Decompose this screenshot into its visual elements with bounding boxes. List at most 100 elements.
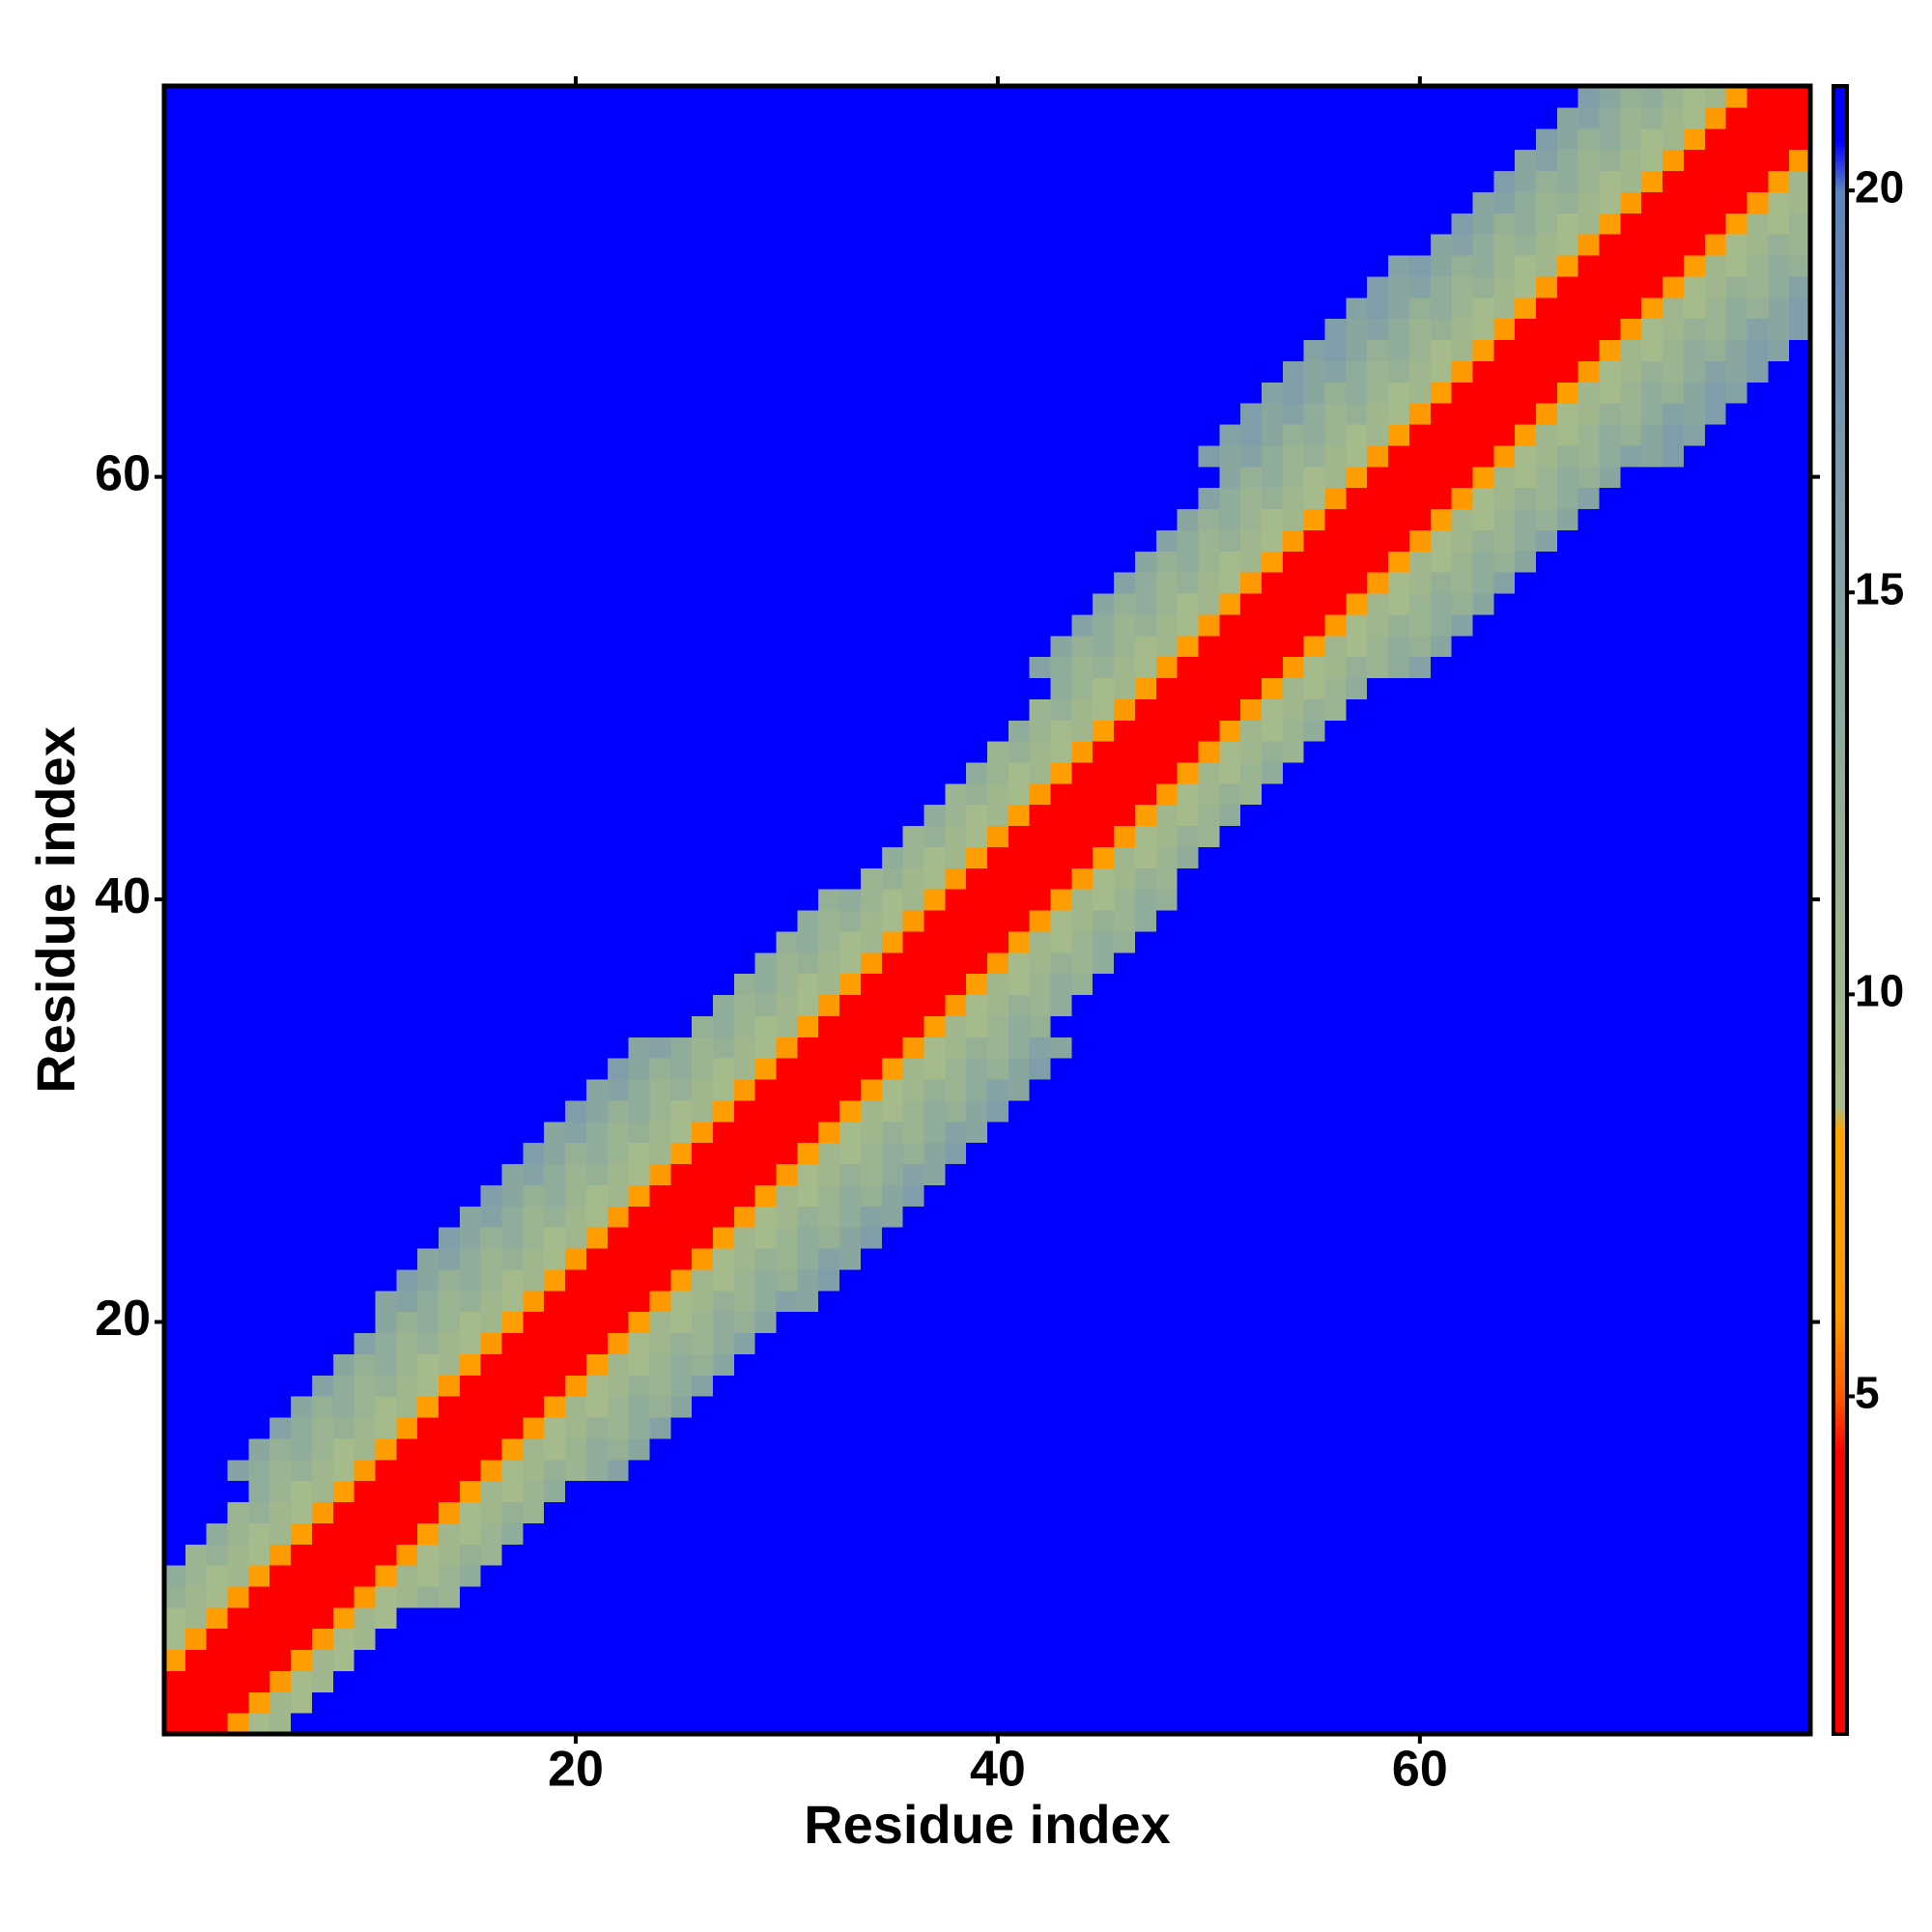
heatmap-cell (1219, 1522, 1241, 1545)
heatmap-cell (923, 656, 946, 679)
heatmap-cell (649, 698, 671, 721)
heatmap-cell (1114, 1268, 1136, 1292)
heatmap-cell (670, 1501, 693, 1523)
heatmap-cell (1134, 741, 1157, 763)
heatmap-cell (1536, 592, 1558, 615)
heatmap-cell (1408, 382, 1432, 404)
heatmap-cell (923, 1375, 946, 1397)
heatmap-cell (1641, 382, 1663, 404)
heatmap-cell (1262, 529, 1284, 552)
heatmap-cell (164, 846, 186, 868)
heatmap-cell (565, 508, 587, 530)
heatmap-cell (945, 741, 967, 763)
heatmap-cell (776, 1037, 798, 1059)
heatmap-cell (206, 1501, 229, 1523)
heatmap-cell (1346, 1099, 1368, 1122)
heatmap-cell (1515, 1353, 1537, 1376)
heatmap-cell (270, 508, 292, 530)
heatmap-cell (1789, 1290, 1811, 1313)
heatmap-cell (966, 1268, 988, 1292)
heatmap-cell (1388, 1206, 1410, 1228)
heatmap-cell (945, 698, 967, 721)
heatmap-cell (1346, 698, 1368, 721)
heatmap-cell (733, 1206, 756, 1228)
heatmap-cell (1240, 1332, 1263, 1354)
heatmap-cell (480, 1227, 503, 1249)
heatmap-cell (311, 1585, 334, 1608)
heatmap-cell (1303, 1311, 1326, 1334)
heatmap-cell (1451, 487, 1474, 510)
heatmap-cell (1219, 973, 1241, 996)
heatmap-cell (291, 994, 313, 1016)
heatmap-cell (818, 1437, 840, 1461)
heatmap-cell (185, 1037, 208, 1059)
heatmap-cell (1725, 825, 1748, 847)
heatmap-cell (270, 910, 292, 932)
heatmap-cell (1620, 382, 1642, 404)
heatmap-cell (1262, 592, 1284, 615)
heatmap-cell (185, 804, 208, 827)
heatmap-cell (1472, 508, 1494, 530)
heatmap-cell (1493, 1396, 1516, 1418)
heatmap-cell (291, 952, 313, 975)
heatmap-cell (1050, 529, 1072, 552)
heatmap-cell (396, 635, 418, 658)
heatmap-cell (565, 994, 587, 1016)
heatmap-cell (375, 1437, 397, 1461)
heatmap-cell (227, 382, 249, 404)
heatmap-cell (1155, 677, 1179, 699)
heatmap-cell (1768, 1037, 1790, 1059)
heatmap-cell (670, 508, 693, 530)
heatmap-cell (1683, 529, 1706, 552)
heatmap-cell (332, 529, 355, 552)
heatmap-cell (1388, 930, 1410, 953)
heatmap-cell (1768, 1099, 1790, 1122)
heatmap-cell (1093, 1691, 1115, 1714)
heatmap-cell (1493, 1544, 1516, 1566)
heatmap-cell (1577, 1078, 1601, 1101)
heatmap-cell (227, 1163, 249, 1185)
heatmap-cell (480, 572, 503, 594)
heatmap-cell (628, 613, 651, 637)
heatmap-cell (396, 1206, 418, 1228)
heatmap-cell (1071, 1015, 1094, 1037)
heatmap-cell (923, 635, 946, 658)
heatmap-cell (1515, 1037, 1537, 1059)
heatmap-cell (860, 761, 883, 784)
heatmap-cell (1789, 973, 1811, 996)
heatmap-cell (227, 782, 249, 806)
heatmap-cell (1324, 952, 1347, 975)
heatmap-cell (248, 973, 270, 996)
heatmap-cell (1155, 508, 1179, 530)
heatmap-cell (1324, 1268, 1347, 1292)
heatmap-cell (354, 1375, 377, 1397)
heatmap-cell (1493, 1437, 1516, 1461)
heatmap-cell (649, 1099, 671, 1122)
heatmap-cell (902, 1480, 925, 1503)
heatmap-cell (923, 782, 946, 806)
heatmap-cell (1408, 1396, 1432, 1418)
heatmap-cell (439, 1375, 461, 1397)
heatmap-cell (923, 677, 946, 699)
heatmap-cell (1177, 1163, 1200, 1185)
heatmap-cell (628, 1332, 651, 1354)
heatmap-cell (1367, 1565, 1389, 1587)
heatmap-cell (776, 1290, 798, 1313)
heatmap-cell (797, 1375, 819, 1397)
heatmap-cell (797, 1058, 819, 1080)
heatmap-cell (839, 1670, 862, 1692)
heatmap-cell (1240, 1311, 1263, 1334)
heatmap-cell (1768, 403, 1790, 425)
heatmap-cell (713, 1544, 735, 1566)
heatmap-cell (1219, 551, 1241, 573)
heatmap-cell (881, 1416, 904, 1439)
heatmap-cell (1747, 487, 1769, 510)
heatmap-cell (1789, 1606, 1811, 1630)
heatmap-cell (185, 382, 208, 404)
heatmap-cell (733, 741, 756, 763)
heatmap-cell (1114, 1691, 1136, 1714)
heatmap-cell (1219, 487, 1241, 510)
heatmap-cell (585, 782, 609, 806)
heatmap-cell (607, 551, 630, 573)
heatmap-cell (206, 382, 229, 404)
